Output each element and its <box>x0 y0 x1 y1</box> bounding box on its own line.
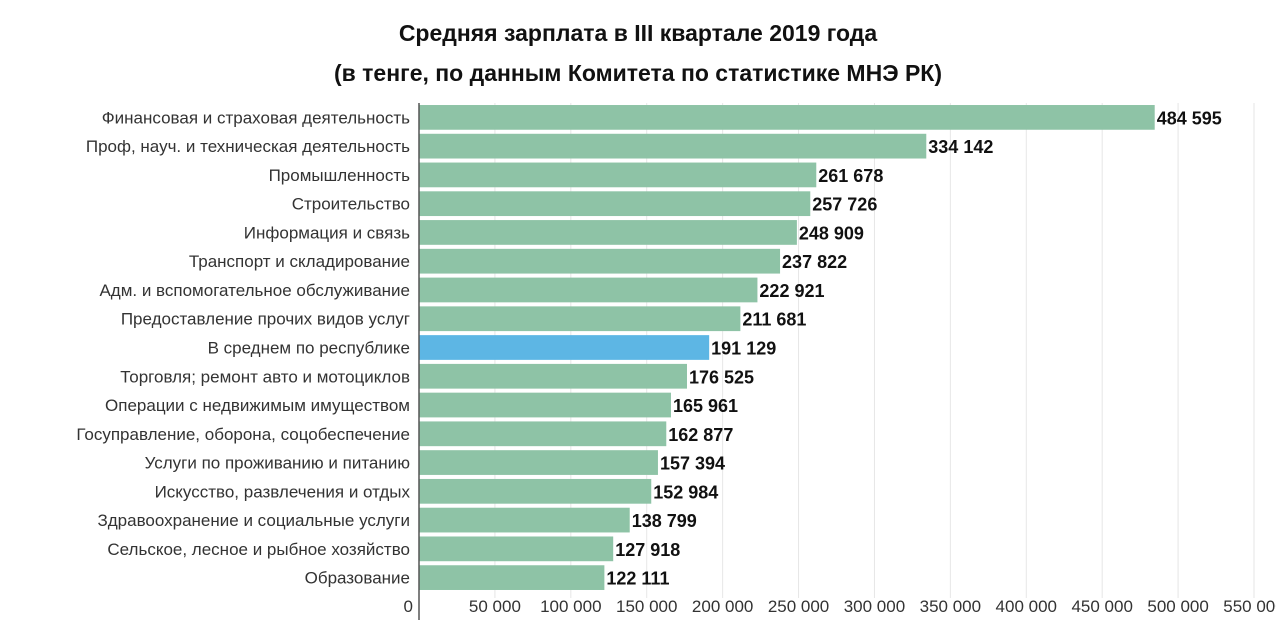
bar <box>419 105 1155 130</box>
category-label: Предоставление прочих видов услуг <box>121 310 410 329</box>
value-label: 237 822 <box>782 252 847 272</box>
bar <box>419 191 811 217</box>
x-tick-label: 250 000 <box>768 597 829 616</box>
category-label: Торговля; ремонт авто и мотоциклов <box>120 367 410 386</box>
value-label: 157 394 <box>660 454 725 474</box>
value-label: 334 142 <box>928 137 993 157</box>
bar <box>419 363 687 389</box>
bar <box>419 248 781 274</box>
value-label: 176 525 <box>689 367 754 387</box>
x-tick-label: 500 000 <box>1147 597 1208 616</box>
category-label: Операции с недвижимым имуществом <box>105 396 410 415</box>
value-label: 257 726 <box>812 195 877 215</box>
value-label: 261 678 <box>818 166 883 186</box>
x-tick-label: 150 000 <box>616 597 677 616</box>
bar-highlight <box>419 335 710 360</box>
category-label: Строительство <box>292 195 410 214</box>
x-tick-label: 350 000 <box>920 597 981 616</box>
value-label: 162 877 <box>668 425 733 445</box>
chart-subtitle: (в тенге, по данным Комитета по статисти… <box>333 60 942 86</box>
category-label: Искусство, развлечения и отдых <box>155 482 411 501</box>
value-label: 122 111 <box>606 569 669 589</box>
bar <box>419 565 605 590</box>
category-label: Адм. и вспомогательное обслуживание <box>99 281 410 300</box>
x-tick-label: 100 000 <box>540 597 601 616</box>
bar <box>419 220 797 245</box>
category-label: Сельское, лесное и рыбное хозяйство <box>107 540 410 559</box>
category-label: Услуги по проживанию и питанию <box>145 454 411 473</box>
bar <box>419 536 614 562</box>
bar <box>419 478 652 504</box>
value-label: 211 681 <box>742 310 806 330</box>
category-label: Здравоохранение и социальные услуги <box>97 511 410 530</box>
x-tick-label: 0 <box>404 597 413 616</box>
x-tick-label: 450 000 <box>1071 597 1132 616</box>
category-label: Информация и связь <box>244 223 410 242</box>
x-tick-label: 50 000 <box>469 597 521 616</box>
category-label: Промышленность <box>269 166 411 185</box>
value-label: 248 909 <box>799 223 864 243</box>
bar <box>419 306 741 332</box>
bar <box>419 133 927 159</box>
bar <box>419 277 758 303</box>
category-label: Проф, науч. и техническая деятельность <box>86 137 410 156</box>
value-label: 191 129 <box>711 339 776 359</box>
chart-title: Средняя зарплата в III квартале 2019 год… <box>398 20 878 46</box>
category-label: Финансовая и страховая деятельность <box>102 108 410 127</box>
value-label: 222 921 <box>759 281 824 301</box>
category-label: Транспорт и складирование <box>189 252 410 271</box>
x-tick-label: 550 000 <box>1223 597 1276 616</box>
x-tick-label: 200 000 <box>692 597 753 616</box>
value-label: 165 961 <box>673 396 738 416</box>
bar <box>419 162 817 188</box>
bar <box>419 421 667 447</box>
x-tick-label: 300 000 <box>844 597 905 616</box>
value-label: 152 984 <box>653 482 718 502</box>
category-label: В среднем по республике <box>208 339 410 358</box>
value-label: 127 918 <box>615 540 680 560</box>
bar <box>419 507 630 533</box>
bar <box>419 392 671 418</box>
category-label: Образование <box>305 569 410 588</box>
value-label: 138 799 <box>632 511 697 531</box>
value-label: 484 595 <box>1157 108 1222 128</box>
category-label: Госуправление, оборона, соцобеспечение <box>76 425 410 444</box>
bar <box>419 450 658 475</box>
x-tick-label: 400 000 <box>996 597 1057 616</box>
